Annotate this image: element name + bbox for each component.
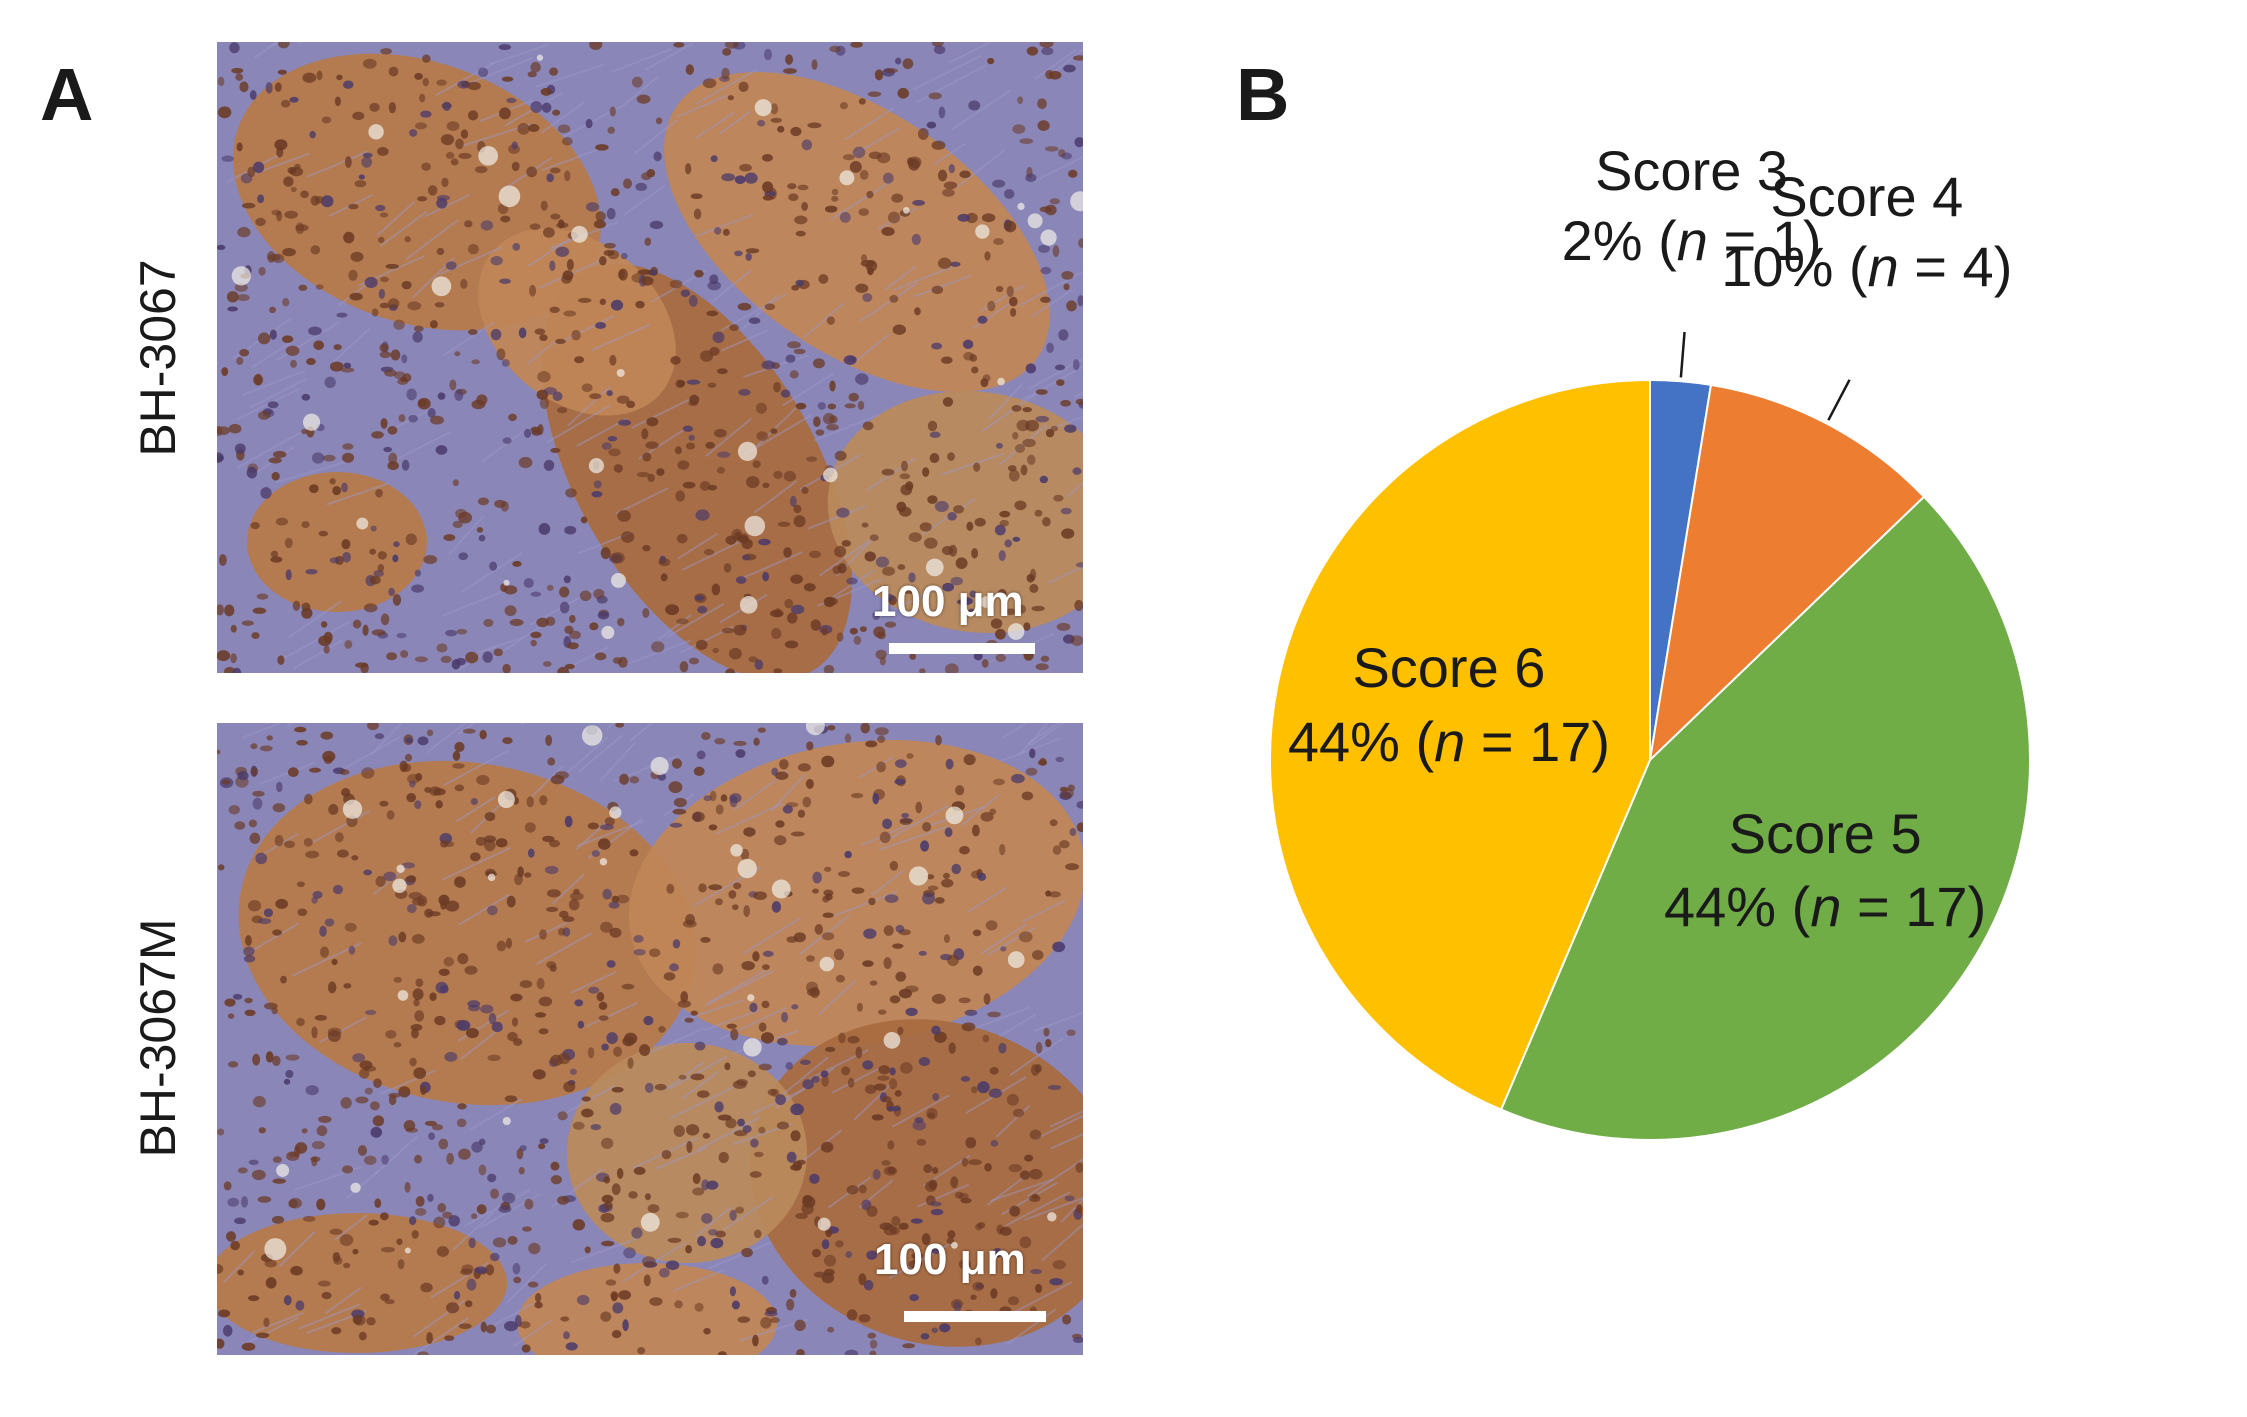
ihc-stain-image-top [217,42,1083,673]
micrograph-bh-3067: 100 μm [217,42,1083,673]
ihc-stain-image-bottom [217,723,1083,1355]
scale-bar-top [889,643,1035,654]
pie-slice-score-5 [1499,495,2031,1141]
slice-label-value-score-3: 2% (n = 1) [1562,209,1822,272]
panel-label-b: B [1236,53,1290,136]
pie-slice-score-4 [1648,383,1926,763]
slice-label-name-score-5: Score 5 [1729,802,1922,865]
slice-label-value-score-5: 44% (n = 17) [1664,875,1986,938]
sample-label-bh-3067m: BH-3067M [130,918,186,1158]
panel-label-a: A [40,53,94,136]
slice-label-value-score-4: 10% (n = 4) [1721,235,2012,298]
slice-label-name-score-6: Score 6 [1352,636,1545,699]
pie-labels: Score 3 2% (n = 1)Score 4 10% (n = 4) Score… [1288,139,2013,938]
pie-slices [1269,378,2031,1141]
pie-leader-lines [1679,331,1851,421]
score-pie-chart: Score 3 2% (n = 1)Score 4 10% (n = 4) Score… [1269,139,2031,1141]
scale-bar-label-bottom: 100 μm [874,1235,1026,1284]
leader-line-score-4 [1827,379,1851,421]
slice-label-name-score-4: Score 4 [1770,165,1963,228]
pie-slice-score-6 [1269,378,1651,1111]
sample-label-bh-3067: BH-3067 [130,259,186,457]
slice-label-name-score-3: Score 3 [1595,139,1788,202]
scale-bar-bottom [904,1311,1046,1322]
scale-bar-label-top: 100 μm [872,577,1024,626]
slice-label-value-score-6: 44% (n = 17) [1288,710,1610,773]
micrograph-bh-3067m: 100 μm [217,723,1083,1355]
leader-line-score-3 [1679,331,1686,378]
